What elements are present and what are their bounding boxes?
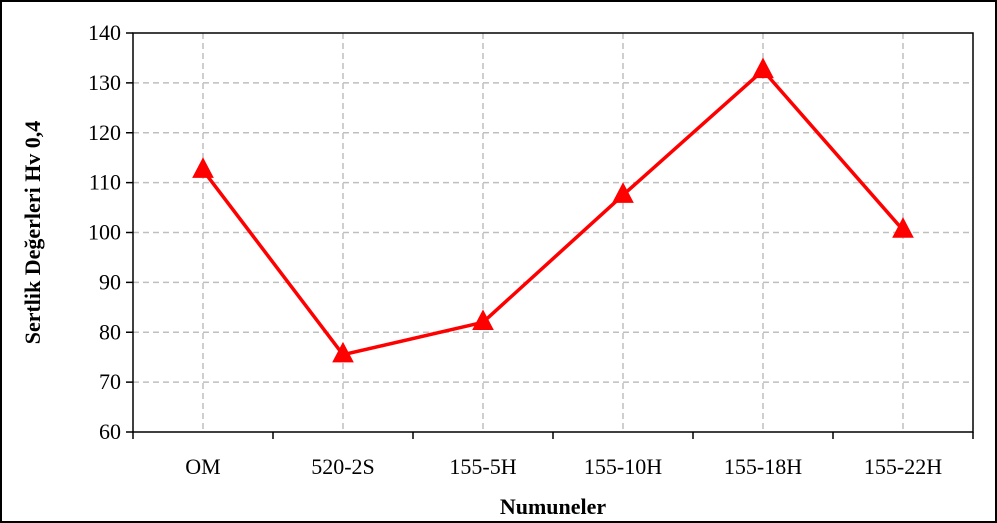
axes — [126, 32, 974, 439]
y-tick-label: 60 — [99, 419, 121, 444]
tick-labels: 60 70 80 90 100 110 120 130 140 OM 520-2S 155-5H 155… — [88, 20, 942, 479]
data-point-marker — [752, 57, 774, 79]
data-point-marker — [192, 157, 214, 178]
y-tick-label: 130 — [88, 70, 121, 95]
x-tick-label: 520-2S — [311, 454, 375, 479]
x-tick-label: 155-10H — [584, 454, 662, 479]
data-point-marker — [612, 182, 634, 203]
x-tick-label: 155-18H — [724, 454, 802, 479]
data-point-marker — [892, 217, 914, 238]
gridlines — [133, 33, 973, 432]
x-tick-label: 155-5H — [449, 454, 516, 479]
y-tick-label: 140 — [88, 20, 121, 45]
y-tick-label: 120 — [88, 120, 121, 145]
series-layer — [192, 57, 914, 363]
x-axis-title: Numuneler — [500, 494, 607, 519]
y-tick-label: 100 — [88, 220, 121, 245]
data-point-marker — [472, 309, 494, 330]
y-tick-label: 80 — [99, 319, 121, 344]
x-tick-label: 155-22H — [864, 454, 942, 479]
y-tick-label: 90 — [99, 269, 121, 294]
y-tick-label: 70 — [99, 369, 121, 394]
y-axis-title: Sertlik Değerleri Hv 0,4 — [20, 121, 45, 345]
plot-area-border — [132, 32, 974, 433]
x-tick-label: OM — [185, 454, 220, 479]
y-tick-label: 110 — [89, 170, 121, 195]
data-point-marker — [332, 341, 354, 363]
series-line — [201, 68, 905, 357]
